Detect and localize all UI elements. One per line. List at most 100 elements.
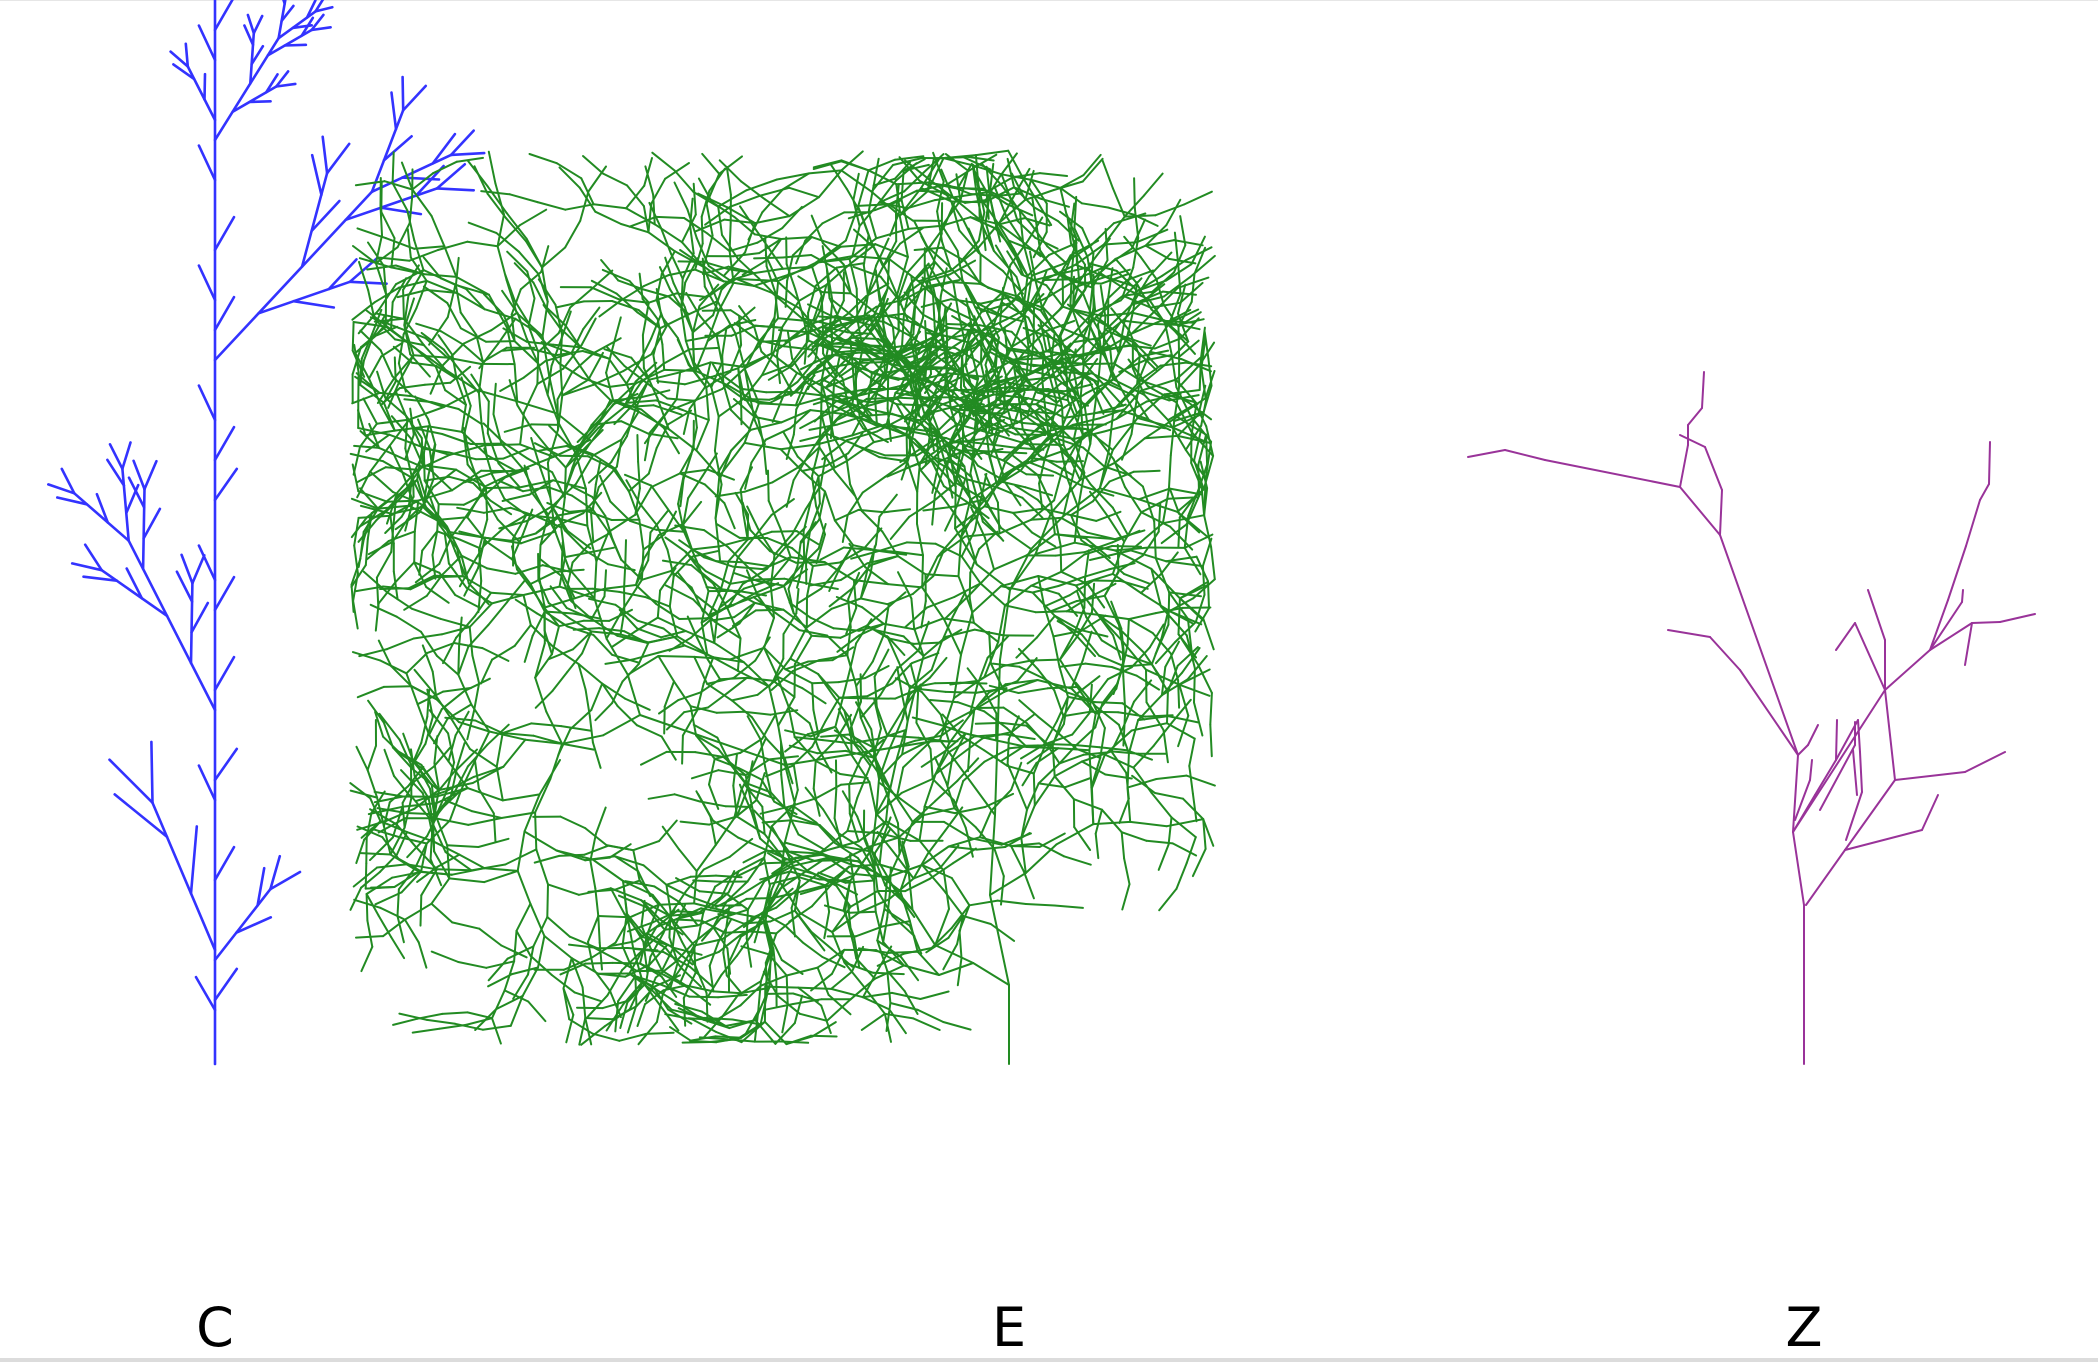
plant-e-segment: [1091, 480, 1111, 503]
plant-e-segment: [548, 424, 569, 446]
plant-e-segment: [741, 352, 773, 368]
plant-e-segment: [455, 742, 466, 771]
plant-e-segment: [477, 360, 484, 394]
plant-e-segment: [650, 177, 667, 205]
plant-e-segment: [885, 422, 918, 434]
plant-e-segment: [551, 505, 569, 532]
plant-e-segment: [967, 390, 980, 420]
plant-e-segment: [925, 596, 956, 609]
plant-e-segment: [626, 914, 645, 943]
plant-e-segment: [958, 408, 966, 438]
plant-e-segment: [480, 658, 494, 685]
plant-e-segment: [768, 685, 780, 727]
plant-e-segment: [1072, 315, 1098, 344]
plant-e-segment: [388, 785, 410, 804]
plant-e-segment: [998, 223, 1022, 241]
plant-e-segment: [932, 294, 936, 328]
plant-e-segment: [1197, 663, 1213, 694]
plant-e-segment: [569, 709, 593, 731]
plant-e-segment: [867, 211, 878, 240]
plant-e-segment: [422, 273, 458, 278]
plant-e-segment: [547, 883, 580, 896]
plant-e-segment: [885, 820, 921, 842]
plant-e-segment: [555, 849, 594, 861]
plant-e-segment: [918, 381, 942, 401]
plant-e-segment: [1042, 447, 1071, 459]
plant-e-segment: [640, 899, 646, 927]
plant-c-segment: [70, 562, 103, 572]
plant-e-segment: [807, 284, 817, 314]
plant-e-segment: [898, 388, 931, 401]
plant-e-segment: [1123, 572, 1151, 585]
plant-e-segment: [754, 1019, 777, 1045]
plant-e-segment: [816, 351, 840, 367]
plant-e-segment: [1174, 621, 1197, 643]
plant-e-segment: [733, 322, 758, 341]
plant-e-segment: [964, 319, 976, 351]
plant-e-segment: [430, 215, 446, 248]
plant-e-segment: [496, 245, 508, 281]
plant-e-segment: [663, 705, 666, 735]
plant-e-segment: [1209, 691, 1213, 726]
plant-e-segment: [385, 590, 413, 610]
plant-e-segment: [406, 228, 412, 259]
plant-e-segment: [821, 291, 852, 295]
plant-e-segment: [1177, 283, 1187, 315]
plant-e-segment: [533, 854, 561, 864]
plant-e-segment: [1021, 762, 1038, 787]
plant-e-segment: [382, 460, 413, 479]
plant-z-segment: [1704, 446, 1723, 491]
plant-e-segment: [382, 825, 392, 856]
plant-e-segment: [1143, 172, 1164, 197]
plant-e-segment: [844, 340, 872, 353]
plant-e-segment: [610, 435, 628, 464]
plant-e-segment: [895, 403, 930, 407]
plant-e-segment: [834, 698, 844, 728]
plant-e-segment: [581, 986, 587, 1019]
plant-c-label: C: [196, 1296, 234, 1359]
plant-e-segment: [701, 264, 725, 283]
plant-e-segment: [1071, 743, 1101, 749]
plant-e-segment: [819, 457, 827, 487]
plant-e-segment: [756, 594, 775, 619]
plant-e-segment: [996, 899, 1027, 905]
plant-e-segment: [792, 763, 799, 791]
plant-e-segment: [374, 602, 380, 632]
plant-e-segment: [736, 257, 760, 280]
plant-e-segment: [1073, 826, 1092, 851]
plant-e-segment: [883, 320, 912, 338]
plant-e-segment: [559, 815, 587, 830]
plant-e-segment: [959, 440, 990, 446]
plant-e-segment: [1046, 245, 1069, 266]
plant-e-segment: [621, 980, 644, 1006]
plant-e-segment: [1012, 511, 1033, 534]
plant-e-segment: [978, 809, 993, 839]
plant-e-segment: [632, 849, 641, 882]
plant-e-segment: [1134, 342, 1159, 368]
plant-e-segment: [477, 391, 483, 426]
plant-e-segment: [1025, 460, 1057, 474]
plant-e-segment: [446, 703, 473, 720]
plant-e-segment: [1190, 235, 1206, 266]
plant-e-segment: [628, 972, 655, 988]
plant-e-segment: [623, 365, 647, 384]
plant-e-segment: [762, 445, 768, 475]
plant-e-segment: [1145, 701, 1165, 731]
plant-e-segment: [797, 833, 827, 852]
plant-e-segment: [831, 361, 859, 368]
plant-e-segment: [773, 280, 780, 319]
plant-e-segment: [1094, 403, 1127, 415]
plant-e-segment: [422, 285, 449, 304]
plant-e-segment: [366, 919, 374, 948]
plant-e-segment: [538, 445, 568, 452]
plant-e-segment: [801, 687, 827, 705]
plant-e-segment: [934, 907, 950, 947]
plant-e-segment: [1009, 548, 1033, 591]
plant-e-segment: [927, 263, 945, 291]
plant-e-segment: [1071, 711, 1091, 736]
plant-e-segment: [971, 459, 984, 497]
plant-e-segment: [1022, 327, 1058, 341]
plant-e-segment: [989, 456, 999, 486]
plant-e-segment: [728, 272, 756, 282]
plant-e-segment: [743, 367, 751, 396]
